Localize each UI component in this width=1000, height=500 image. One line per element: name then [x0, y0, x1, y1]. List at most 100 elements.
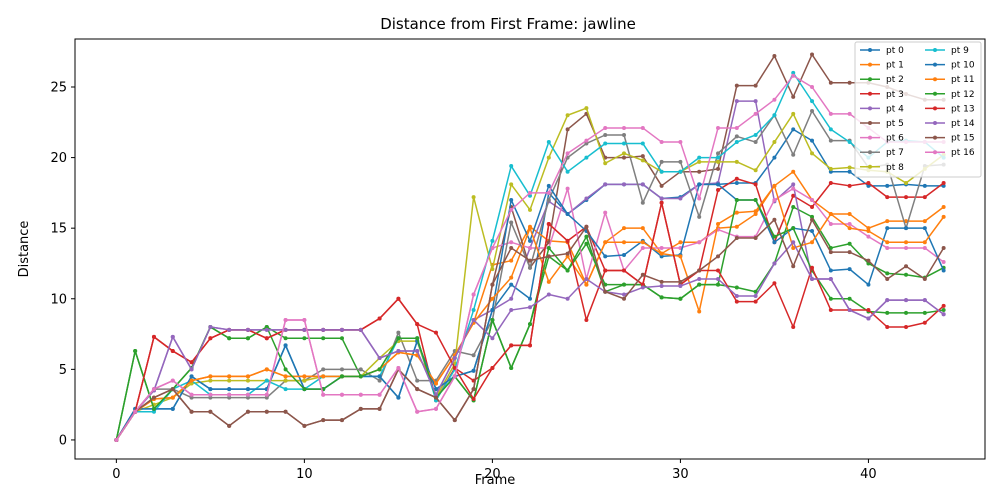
data-point [640, 125, 645, 130]
data-point [584, 138, 589, 143]
data-point [528, 296, 532, 301]
data-point [396, 296, 401, 301]
data-point [302, 423, 307, 428]
data-point [734, 83, 739, 88]
data-point [885, 277, 890, 281]
data-point [753, 133, 758, 137]
legend-marker [868, 135, 872, 140]
data-point [227, 423, 232, 428]
data-point [339, 418, 344, 423]
data-point [772, 97, 777, 102]
data-point [528, 343, 532, 348]
chart-title: Distance from First Frame: jawline [380, 15, 636, 33]
data-point [227, 336, 232, 341]
data-point [659, 196, 664, 201]
legend-item: pt 3 [860, 90, 904, 100]
data-point [415, 409, 420, 414]
data-point [396, 395, 401, 400]
data-point [546, 245, 551, 250]
data-point [377, 367, 382, 372]
data-point [847, 165, 852, 170]
data-point [941, 205, 946, 209]
data-point [264, 392, 269, 397]
data-point [433, 387, 438, 392]
data-point [302, 336, 307, 341]
data-point [565, 186, 570, 191]
data-point [227, 387, 232, 392]
legend-label: pt 16 [951, 148, 975, 158]
legend-marker [868, 106, 872, 111]
data-point [565, 113, 570, 118]
data-point [866, 258, 871, 263]
data-point [452, 356, 457, 361]
data-point [433, 406, 438, 411]
data-point [227, 374, 232, 379]
data-point [415, 378, 420, 383]
legend-label: pt 15 [951, 134, 975, 144]
data-point [885, 298, 890, 303]
data-point [471, 353, 476, 358]
data-point [791, 325, 796, 329]
data-point [753, 83, 758, 88]
data-point [584, 317, 589, 322]
data-point [678, 279, 683, 284]
data-point [528, 265, 532, 270]
data-point [603, 289, 608, 294]
data-point [753, 182, 758, 187]
y-axis: 0 5 10 15 20 25 [50, 81, 75, 448]
data-point [640, 245, 645, 250]
data-point [828, 245, 833, 250]
data-point [753, 99, 758, 104]
data-point [509, 164, 514, 169]
data-point [283, 317, 288, 322]
data-point [622, 268, 627, 273]
data-point [772, 113, 777, 118]
data-point [659, 295, 664, 300]
data-point [415, 387, 420, 392]
data-point [565, 151, 570, 156]
data-point [697, 159, 702, 164]
data-point [584, 241, 589, 246]
data-point [509, 282, 514, 287]
data-point [302, 317, 307, 322]
data-point [170, 334, 175, 339]
data-point [828, 111, 833, 116]
data-point [321, 327, 326, 332]
data-point [810, 138, 815, 143]
data-point [471, 292, 476, 297]
series-pt-7 [114, 109, 946, 442]
data-point [716, 277, 721, 281]
data-point [828, 212, 833, 217]
data-point [866, 183, 871, 188]
data-point [528, 245, 532, 250]
legend-marker [933, 121, 937, 125]
data-point [321, 367, 326, 372]
data-point [847, 226, 852, 231]
data-point [565, 268, 570, 273]
legend-item: pt 14 [925, 119, 975, 129]
data-point [528, 305, 532, 310]
legend-box [854, 41, 982, 178]
data-point [640, 240, 645, 245]
legend-marker [933, 91, 937, 96]
data-point [471, 387, 476, 392]
legend-item: pt 1 [860, 61, 904, 71]
legend-marker [868, 48, 872, 52]
legend-marker [933, 106, 937, 111]
legend-item: pt 12 [925, 90, 975, 100]
y-tick-label: 5 [59, 363, 67, 378]
legend-marker [868, 91, 872, 96]
data-point [245, 374, 250, 379]
data-point [227, 395, 232, 400]
data-point [734, 210, 739, 215]
data-point [678, 140, 683, 145]
x-tick-label: 30 [672, 467, 689, 482]
data-point [697, 309, 702, 314]
legend-item: pt 16 [925, 148, 975, 158]
data-point [904, 219, 909, 224]
data-point [208, 409, 213, 414]
data-point [396, 336, 401, 341]
data-point [377, 406, 382, 411]
data-point [509, 240, 514, 245]
data-point [734, 140, 739, 145]
